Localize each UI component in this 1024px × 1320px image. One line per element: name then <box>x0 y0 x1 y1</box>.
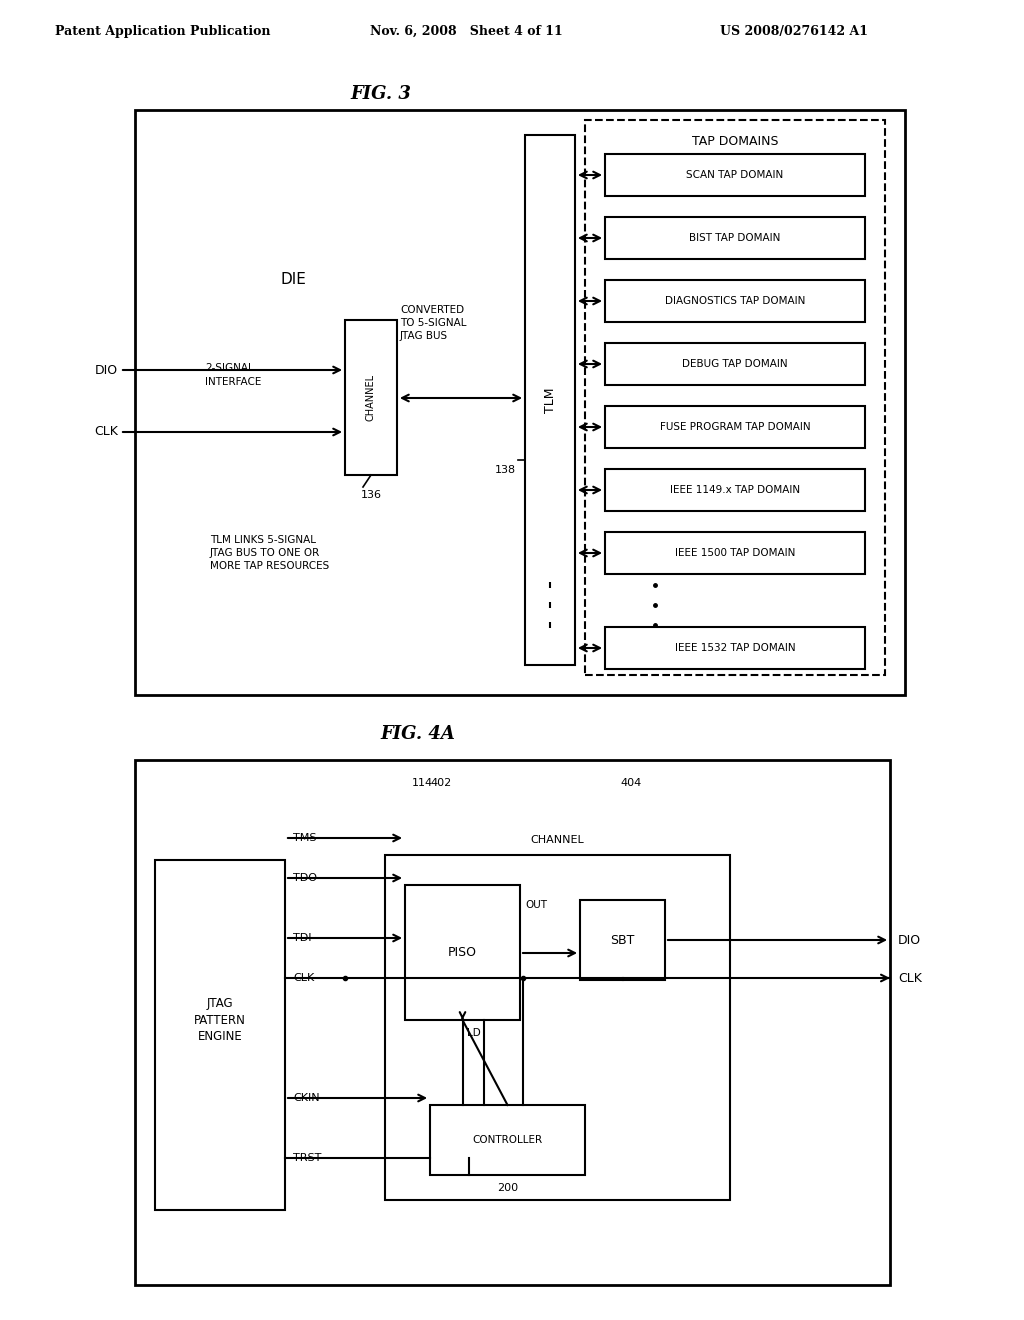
Text: TAP DOMAINS: TAP DOMAINS <box>692 135 778 148</box>
Text: DIO: DIO <box>95 363 118 376</box>
Text: DEBUG TAP DOMAIN: DEBUG TAP DOMAIN <box>682 359 787 370</box>
Text: OUT: OUT <box>525 900 547 909</box>
Text: IEEE 1149.x TAP DOMAIN: IEEE 1149.x TAP DOMAIN <box>670 484 800 495</box>
Text: TLM LINKS 5-SIGNAL
JTAG BUS TO ONE OR
MORE TAP RESOURCES: TLM LINKS 5-SIGNAL JTAG BUS TO ONE OR MO… <box>210 535 330 572</box>
Text: TDO: TDO <box>293 873 317 883</box>
Bar <box>605 627 865 669</box>
Bar <box>605 343 865 385</box>
Text: LD: LD <box>468 1028 481 1038</box>
Text: TDI: TDI <box>293 933 311 942</box>
Text: FIG. 3: FIG. 3 <box>350 84 411 103</box>
Bar <box>345 319 397 475</box>
Text: CKIN: CKIN <box>293 1093 319 1104</box>
Text: FIG. 4A: FIG. 4A <box>380 725 455 743</box>
Text: PISO: PISO <box>449 946 477 960</box>
Text: SBT: SBT <box>610 933 635 946</box>
Bar <box>135 110 905 696</box>
Bar <box>605 216 865 259</box>
Text: SCAN TAP DOMAIN: SCAN TAP DOMAIN <box>686 170 783 180</box>
Bar <box>605 532 865 574</box>
Bar <box>580 900 665 979</box>
Text: CONTROLLER: CONTROLLER <box>472 1135 543 1144</box>
Text: TLM: TLM <box>544 387 556 413</box>
Text: Nov. 6, 2008   Sheet 4 of 11: Nov. 6, 2008 Sheet 4 of 11 <box>370 25 563 38</box>
Text: TRST: TRST <box>293 1152 322 1163</box>
Text: IEEE 1532 TAP DOMAIN: IEEE 1532 TAP DOMAIN <box>675 643 796 653</box>
Text: IEEE 1500 TAP DOMAIN: IEEE 1500 TAP DOMAIN <box>675 548 796 558</box>
Bar <box>406 884 520 1020</box>
Bar <box>605 407 865 447</box>
Bar <box>385 855 730 1200</box>
Bar <box>605 280 865 322</box>
Text: Patent Application Publication: Patent Application Publication <box>55 25 270 38</box>
Bar <box>605 154 865 195</box>
Bar <box>585 120 885 675</box>
Text: 138: 138 <box>495 465 516 475</box>
Text: 136: 136 <box>360 490 382 500</box>
Bar <box>525 135 575 665</box>
Text: CONVERTED
TO 5-SIGNAL
JTAG BUS: CONVERTED TO 5-SIGNAL JTAG BUS <box>400 305 467 342</box>
Text: CHANNEL: CHANNEL <box>366 374 376 421</box>
Text: FUSE PROGRAM TAP DOMAIN: FUSE PROGRAM TAP DOMAIN <box>659 422 810 432</box>
Text: US 2008/0276142 A1: US 2008/0276142 A1 <box>720 25 868 38</box>
Text: TMS: TMS <box>293 833 316 843</box>
Text: 200: 200 <box>497 1183 518 1193</box>
Text: CHANNEL: CHANNEL <box>530 836 585 845</box>
Text: CLK: CLK <box>293 973 314 983</box>
Text: CLK: CLK <box>898 972 922 985</box>
Text: CLK: CLK <box>94 425 118 438</box>
Bar <box>605 469 865 511</box>
Text: JTAG
PATTERN
ENGINE: JTAG PATTERN ENGINE <box>195 997 246 1044</box>
Text: 2-SIGNAL
INTERFACE: 2-SIGNAL INTERFACE <box>205 363 261 387</box>
Text: 404: 404 <box>620 777 641 788</box>
Text: DIO: DIO <box>898 933 922 946</box>
Text: BIST TAP DOMAIN: BIST TAP DOMAIN <box>689 234 780 243</box>
Text: DIE: DIE <box>280 272 306 288</box>
Text: DIAGNOSTICS TAP DOMAIN: DIAGNOSTICS TAP DOMAIN <box>665 296 805 306</box>
Text: 402: 402 <box>430 777 452 788</box>
Bar <box>430 1105 585 1175</box>
Text: 114: 114 <box>412 777 433 788</box>
Bar <box>135 760 890 1284</box>
Bar <box>155 861 285 1210</box>
